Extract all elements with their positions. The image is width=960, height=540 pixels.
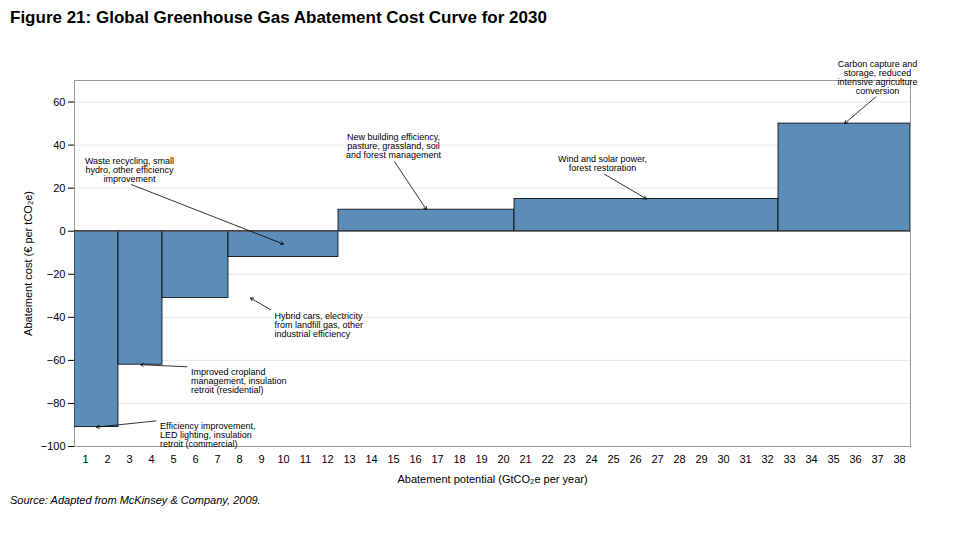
svg-text:−40: −40 — [47, 311, 66, 323]
svg-text:12: 12 — [321, 453, 333, 465]
svg-text:33: 33 — [783, 453, 795, 465]
svg-text:Hybrid cars, electricityfrom l: Hybrid cars, electricityfrom landfill ga… — [275, 311, 364, 339]
svg-text:14: 14 — [365, 453, 377, 465]
svg-text:18: 18 — [453, 453, 465, 465]
svg-text:10: 10 — [277, 453, 289, 465]
svg-text:15: 15 — [387, 453, 399, 465]
svg-text:−100: −100 — [41, 440, 66, 452]
svg-text:17: 17 — [431, 453, 443, 465]
svg-text:Wind and solar power,forest re: Wind and solar power,forest restoration — [558, 154, 647, 173]
svg-text:Improved croplandmanagement, i: Improved croplandmanagement, insulationr… — [191, 367, 287, 395]
svg-text:6: 6 — [192, 453, 198, 465]
svg-text:1: 1 — [82, 453, 88, 465]
svg-text:−80: −80 — [47, 397, 66, 409]
svg-text:Carbon capture andstorage, red: Carbon capture andstorage, reducedintens… — [837, 59, 917, 96]
svg-text:New building efficiency,pastur: New building efficiency,pasture, grassla… — [346, 132, 442, 160]
svg-text:8: 8 — [236, 453, 242, 465]
svg-text:7: 7 — [214, 453, 220, 465]
svg-text:Waste recycling, smallhydro, o: Waste recycling, smallhydro, other effic… — [85, 156, 174, 184]
svg-text:37: 37 — [871, 453, 883, 465]
svg-text:60: 60 — [53, 96, 65, 108]
svg-text:26: 26 — [629, 453, 641, 465]
svg-text:23: 23 — [563, 453, 575, 465]
svg-text:38: 38 — [893, 453, 905, 465]
svg-text:36: 36 — [849, 453, 861, 465]
svg-text:3: 3 — [126, 453, 132, 465]
svg-text:2: 2 — [104, 453, 110, 465]
svg-text:31: 31 — [739, 453, 751, 465]
svg-text:Efficiency improvement,LED lig: Efficiency improvement,LED lighting, ins… — [160, 421, 255, 449]
svg-text:5: 5 — [170, 453, 176, 465]
svg-text:−20: −20 — [47, 268, 66, 280]
html-text:Source: Adapted from McKinsey: Source: Adapted from McKinsey & Company,… — [10, 494, 261, 506]
svg-text:30: 30 — [717, 453, 729, 465]
svg-text:−60: −60 — [47, 354, 66, 366]
svg-text:4: 4 — [148, 453, 154, 465]
svg-text:24: 24 — [585, 453, 597, 465]
svg-text:28: 28 — [673, 453, 685, 465]
svg-text:16: 16 — [409, 453, 421, 465]
svg-text:9: 9 — [258, 453, 264, 465]
svg-text:22: 22 — [541, 453, 553, 465]
svg-text:34: 34 — [805, 453, 817, 465]
svg-text:Abatement potential (GtCO₂e pe: Abatement potential (GtCO₂e per year) — [397, 473, 587, 485]
svg-text:11: 11 — [300, 453, 311, 465]
svg-text:35: 35 — [827, 453, 839, 465]
svg-text:0: 0 — [59, 225, 65, 237]
svg-text:32: 32 — [761, 453, 773, 465]
svg-text:29: 29 — [695, 453, 707, 465]
svg-text:20: 20 — [53, 182, 65, 194]
svg-text:13: 13 — [343, 453, 355, 465]
svg-text:27: 27 — [651, 453, 663, 465]
svg-text:Abatement cost (€ per tCO₂e): Abatement cost (€ per tCO₂e) — [22, 191, 34, 336]
svg-text:20: 20 — [497, 453, 509, 465]
html-text:Figure 21: Global Greenhouse G: Figure 21: Global Greenhouse Gas Abateme… — [10, 8, 547, 27]
svg-text:40: 40 — [53, 139, 65, 151]
svg-text:19: 19 — [475, 453, 487, 465]
svg-text:25: 25 — [607, 453, 619, 465]
svg-text:21: 21 — [519, 453, 531, 465]
